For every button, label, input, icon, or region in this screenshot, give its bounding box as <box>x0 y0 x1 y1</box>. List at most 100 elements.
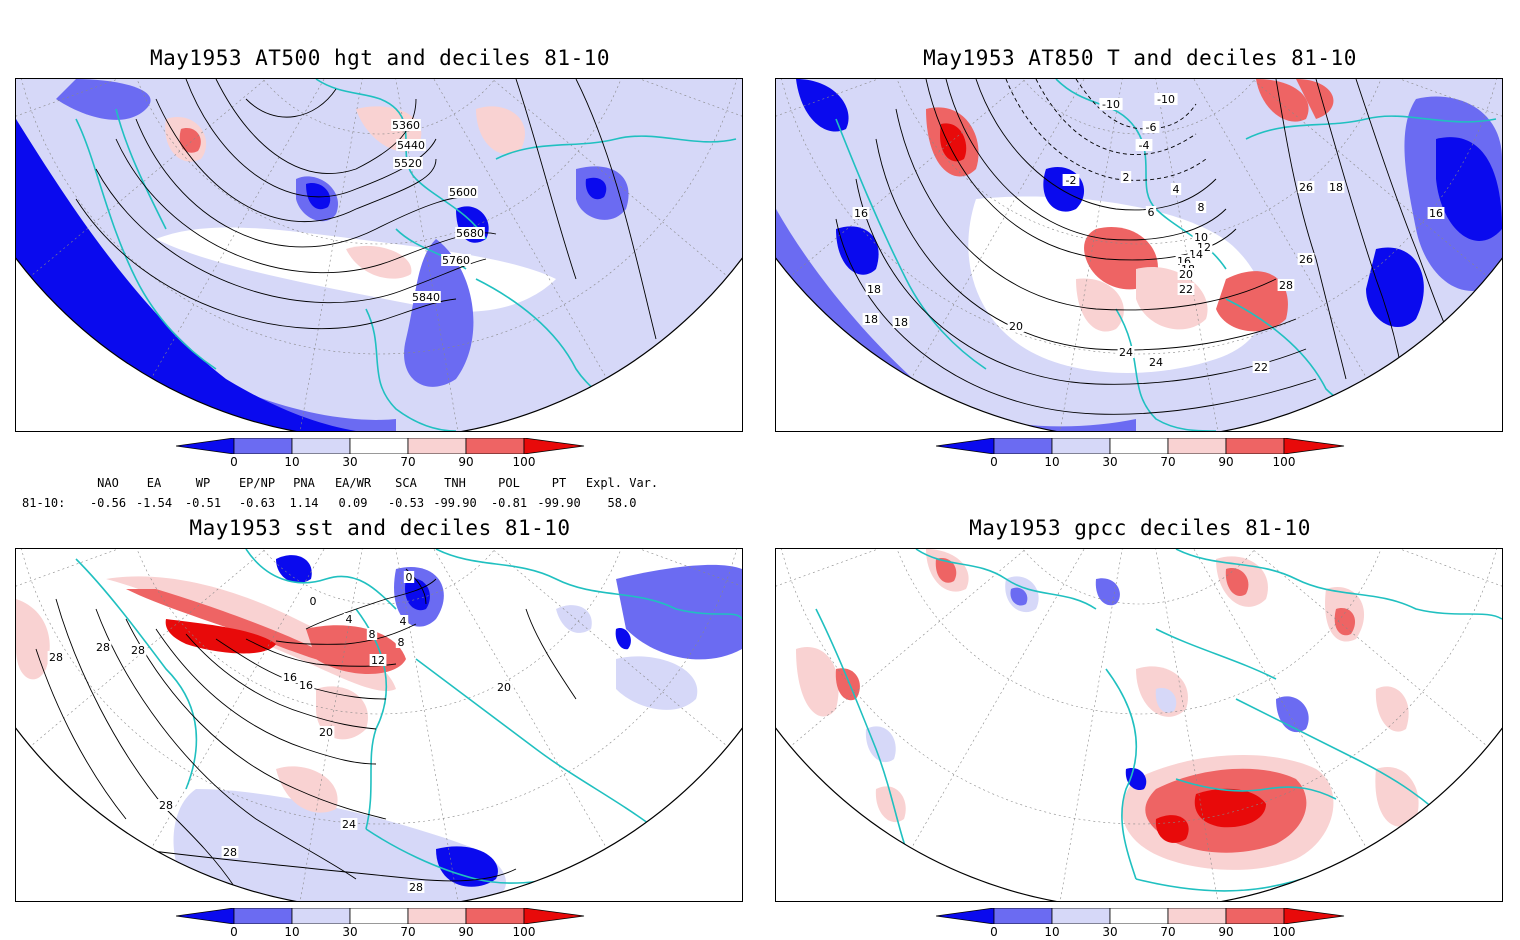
index-header: SCA <box>395 476 417 490</box>
contour-label: 2 <box>1123 171 1130 184</box>
contour-label: 22 <box>1179 283 1193 296</box>
colorbar-tick-label: 90 <box>458 455 474 469</box>
colorbar-segment <box>407 907 467 925</box>
colorbar-tick-label: 100 <box>1272 925 1296 939</box>
colorbar-bar <box>935 907 1345 925</box>
colorbar-tick-label: 100 <box>512 925 536 939</box>
colorbar-t850: 0 10 30 70 90 100 <box>935 437 1346 472</box>
contour-label-box <box>393 157 423 169</box>
map-data-layer: -10-10-6-4-22468101214161820222426281618… <box>776 79 1502 431</box>
coastline <box>1175 549 1502 620</box>
contour-label-box <box>1252 361 1270 373</box>
colorbar-segment <box>1109 437 1169 455</box>
index-header: POL <box>498 476 520 490</box>
colorbar-tick-label: 70 <box>1160 455 1176 469</box>
contour-label-box <box>407 881 425 893</box>
contour-label-box <box>1195 201 1207 213</box>
contour-label: 16 <box>283 671 297 684</box>
contour-label: 20 <box>1179 268 1193 281</box>
map-gpcc <box>775 548 1503 902</box>
index-value: 0.09 <box>338 496 368 510</box>
latitude-gridline <box>776 549 1502 825</box>
contour-label-box <box>1142 121 1160 133</box>
colorbar-segment <box>291 437 351 455</box>
anomaly-region <box>306 183 331 210</box>
colorbar-tick-label: 30 <box>1102 925 1118 939</box>
colorbar-tick-label: 90 <box>1218 455 1234 469</box>
colorbar-segment <box>349 907 409 925</box>
index-header: EA/WR <box>334 476 372 490</box>
coastline <box>1235 698 1457 830</box>
contour-label: -6 <box>1146 121 1157 134</box>
contour-label-box <box>1147 356 1165 368</box>
colorbar-segment <box>233 437 293 455</box>
colorbar-tick-label: 0 <box>990 455 998 469</box>
contour-line <box>875 138 1297 351</box>
index-header: Expl. Var. <box>585 476 659 490</box>
contour-label: 28 <box>223 846 237 859</box>
map-canvas-z500: 5360 5440 5520 5600 5680 5760 5840 <box>16 79 742 431</box>
colorbar-segment <box>233 907 293 925</box>
index-value: 58.0 <box>607 496 637 510</box>
contour-label-box <box>1297 181 1315 193</box>
contour-label: 5440 <box>397 139 425 152</box>
contour-line <box>95 608 357 880</box>
colorbar-tick-label: 30 <box>342 455 358 469</box>
colorbar-segment <box>349 437 409 455</box>
anomaly-region <box>1155 815 1189 843</box>
colorbar-segment <box>1225 437 1285 455</box>
latitude-gridline <box>988 549 1290 605</box>
coastline <box>495 135 737 160</box>
anomaly-region <box>1125 768 1147 791</box>
contour-label: 0 <box>406 571 413 584</box>
contour-label-box <box>1007 320 1025 332</box>
contour-label-box <box>157 799 175 811</box>
index-value: -99.90 <box>537 496 581 510</box>
contour-label: 14 <box>1189 248 1203 261</box>
panel-title-sst: May1953 sst and deciles 81-10 <box>189 516 571 540</box>
colorbar-segment <box>1109 907 1169 925</box>
contour-line <box>135 118 477 248</box>
anomaly-region <box>940 123 967 162</box>
colorbar-segment <box>1051 437 1111 455</box>
colorbar-tick-label: 0 <box>230 925 238 939</box>
contour-label-box <box>852 207 870 219</box>
anomaly-region <box>796 647 839 717</box>
contour-label: 8 <box>1198 201 1205 214</box>
anomaly-region <box>1334 608 1356 636</box>
anomaly-region <box>1296 79 1334 119</box>
anomaly-region <box>865 726 896 763</box>
colorbar-segment <box>1167 437 1227 455</box>
contour-line <box>275 623 417 645</box>
coastline <box>365 308 457 431</box>
contour-label: 5360 <box>392 119 420 132</box>
contour-label-box <box>317 726 335 738</box>
contour-label-box <box>1277 279 1295 291</box>
contour-label-box <box>862 313 880 325</box>
colorbar-tick-label: 100 <box>512 455 536 469</box>
contour-label-box <box>369 654 387 666</box>
contour-label-box <box>411 291 441 303</box>
contour-line <box>1005 79 1207 181</box>
contour-label: 24 <box>1119 346 1133 359</box>
contour-label: 20 <box>497 681 511 694</box>
contour-line <box>525 608 577 700</box>
coastline <box>1175 778 1337 800</box>
contour-line <box>575 79 657 340</box>
anomaly-region <box>1225 568 1249 597</box>
contour-label: 24 <box>342 818 356 831</box>
contour-line <box>1275 79 1347 380</box>
index-value: -99.90 <box>433 496 477 510</box>
latitude-gridline <box>16 79 742 355</box>
anomaly-region <box>276 555 312 583</box>
contour-label-box <box>1170 183 1182 195</box>
anomaly-region <box>173 789 506 901</box>
contour-label-box <box>1062 174 1080 186</box>
colorbar-tick-label: 100 <box>1272 455 1296 469</box>
contour-label-box <box>892 316 910 328</box>
contour-label-box <box>455 227 485 239</box>
contour-label: 5680 <box>456 227 484 240</box>
contour-label: -4 <box>1139 139 1150 152</box>
coastline <box>1245 115 1497 140</box>
index-header: WP <box>195 476 211 490</box>
